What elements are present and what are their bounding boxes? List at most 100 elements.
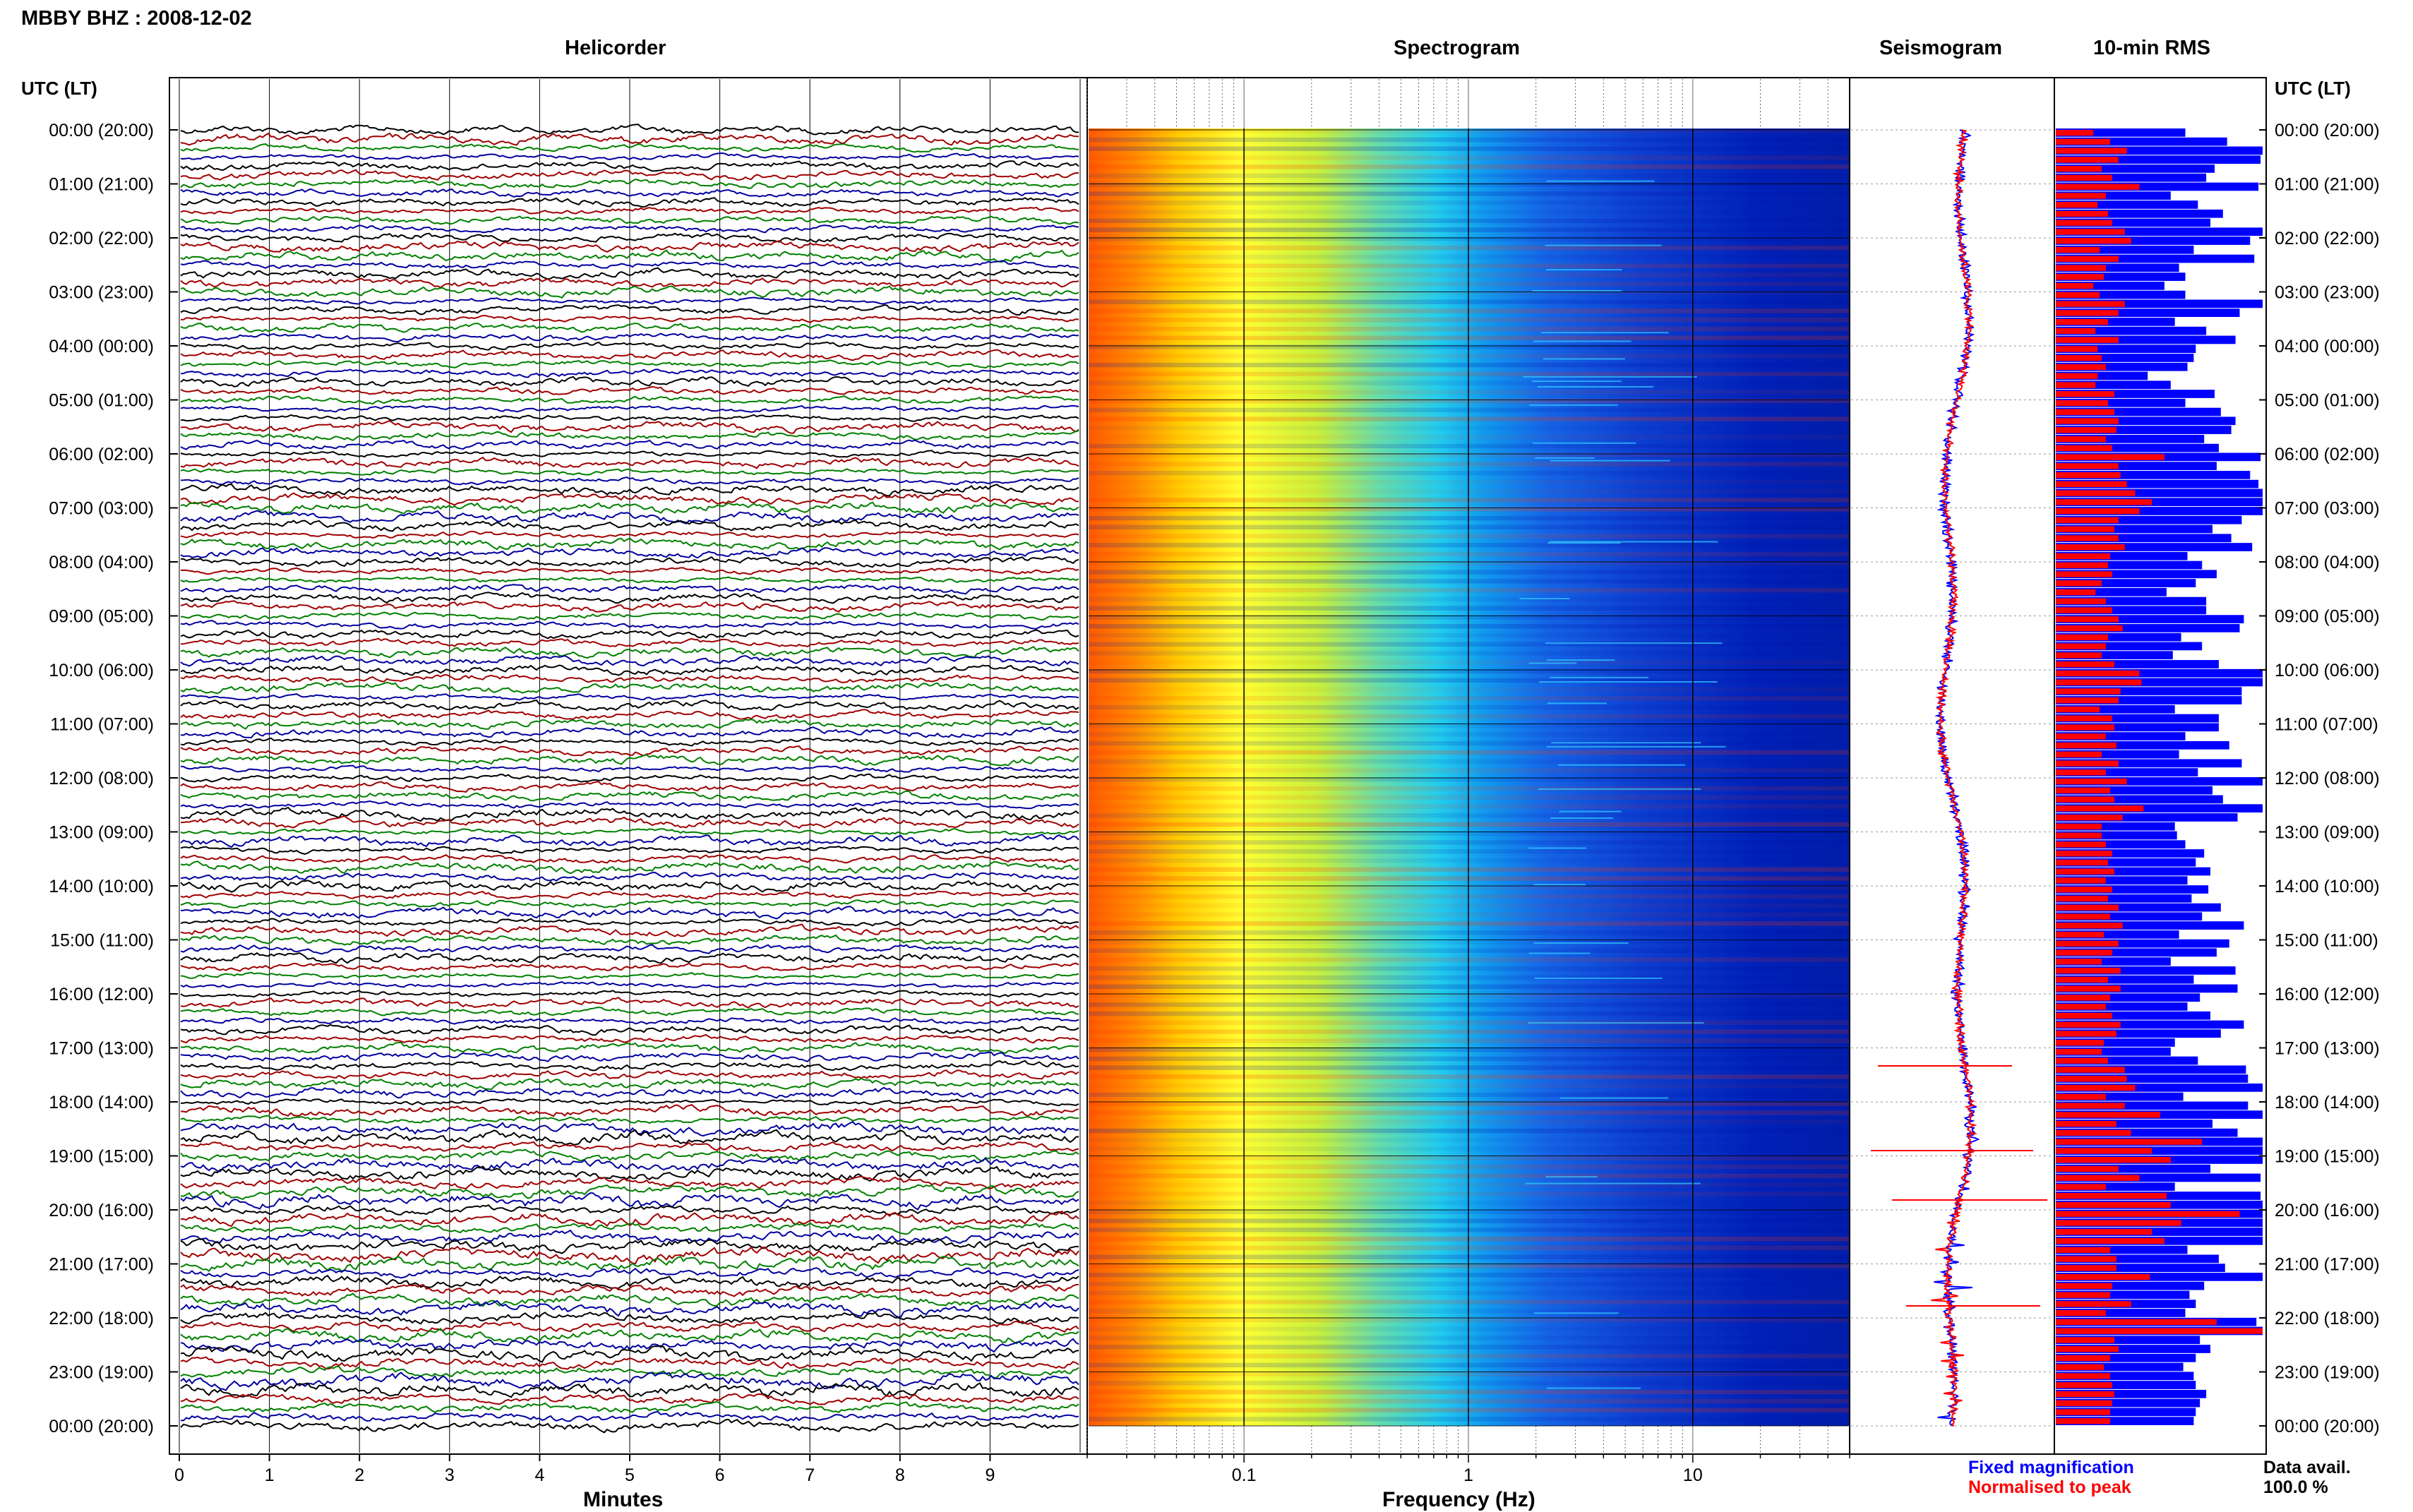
spectrogram-streak [1089, 696, 1850, 701]
seismogram-panel [1849, 77, 2055, 1455]
helicorder-trace [180, 277, 1079, 289]
rms-bar-fixed [2056, 236, 2251, 245]
rms-bar-fixed [2056, 1417, 2194, 1425]
spectrogram-tick-label: 10 [1683, 1465, 1703, 1485]
spectrogram-streak [1089, 822, 1850, 827]
rms-bar-normalised [2056, 931, 2104, 938]
rms-bar-fixed [2056, 768, 2198, 776]
rms-bar-fixed [2056, 498, 2263, 507]
rms-bar-fixed [2056, 380, 2171, 390]
rms-bar-normalised [2056, 652, 2102, 659]
time-label-left: 07:00 (03:00) [49, 499, 154, 519]
helicorder-trace [180, 1229, 1079, 1244]
spectrogram-streak [1089, 921, 1850, 926]
rms-bar-fixed [2056, 795, 2223, 804]
time-label-left: 14:00 (10:00) [49, 877, 154, 896]
spectrogram-streak [1089, 1146, 1850, 1151]
helicorder-trace [180, 1283, 1079, 1297]
rms-bar-normalised [2056, 805, 2144, 812]
rms-bar-normalised [2056, 895, 2108, 902]
rms-bar-normalised [2056, 985, 2121, 992]
helicorder-trace [180, 376, 1079, 388]
helicorder-trace [180, 547, 1079, 559]
spectrogram-streak [1089, 218, 1850, 223]
spectrogram-streak [1089, 1264, 1850, 1268]
spectrogram-streak [1089, 1182, 1850, 1187]
rms-bar-normalised [2056, 382, 2096, 388]
spectrogram-streak [1089, 975, 1850, 980]
helicorder-trace [180, 871, 1079, 882]
rms-bar-normalised [2056, 1193, 2167, 1199]
rms-bar-fixed [2056, 1029, 2221, 1038]
rms-bar-fixed [2056, 308, 2240, 318]
rms-bar-normalised [2056, 1211, 2240, 1217]
rms-bar-fixed [2056, 1281, 2205, 1290]
rms-bar-normalised [2056, 1048, 2102, 1055]
rms-bar-fixed [2056, 930, 2179, 939]
helicorder-trace [180, 880, 1079, 893]
rms-bar-fixed [2056, 714, 2219, 723]
helicorder-trace [180, 232, 1079, 244]
rms-bar-fixed [2056, 939, 2229, 948]
helicorder-trace [180, 395, 1079, 405]
rms-bar-fixed [2056, 804, 2263, 813]
helicorder-trace [180, 537, 1079, 551]
rms-bar-fixed [2056, 1056, 2198, 1065]
rms-bar-fixed [2056, 534, 2232, 543]
rms-bar-fixed [2056, 1372, 2194, 1381]
helicorder-trace [180, 1274, 1079, 1290]
rms-bar-normalised [2056, 1021, 2121, 1028]
rms-bar-normalised [2056, 769, 2106, 776]
helicorder-trace [180, 1356, 1079, 1370]
spectrogram-streak [1089, 1372, 1850, 1376]
helicorder-trace [180, 450, 1079, 458]
rms-bar-normalised [2056, 571, 2112, 577]
spectrogram-streak [1089, 560, 1850, 566]
rms-bar-normalised [2056, 1301, 2131, 1307]
helicorder-trace [180, 637, 1079, 648]
spectrogram-streak [1089, 1389, 1850, 1395]
time-label-left: 22:00 (18:00) [49, 1309, 154, 1328]
spectrogram-streak [1089, 948, 1850, 953]
rms-bar-fixed [2056, 903, 2221, 912]
rms-bar-normalised [2056, 851, 2112, 857]
rms-bar-fixed [2056, 1309, 2186, 1317]
rms-bar-normalised [2056, 625, 2123, 632]
spectrogram-streak [1089, 318, 1850, 323]
helicorder-trace [180, 349, 1079, 361]
rms-bar-normalised [2056, 580, 2102, 587]
spectrogram-streak [1089, 957, 1850, 962]
rms-bar-fixed [2056, 786, 2213, 795]
spectrogram-streak [1089, 930, 1850, 935]
spectrogram-streak [1089, 245, 1850, 251]
time-label-right: 01:00 (21:00) [2275, 175, 2380, 195]
helicorder-trace [180, 1400, 1079, 1413]
helicorder-trace [180, 1192, 1079, 1211]
rms-bar-fixed [2056, 462, 2217, 470]
spectrogram-streak [1089, 804, 1850, 809]
rms-bar-fixed [2056, 272, 2186, 281]
helicorder-trace [180, 1033, 1079, 1044]
spectrogram-streak [1089, 570, 1850, 575]
helicorder-trace [180, 1320, 1079, 1333]
rms-bar-normalised [2056, 562, 2108, 568]
spectrogram-streak [1089, 435, 1850, 440]
spectrogram-streak [1089, 903, 1850, 908]
rms-bar-normalised [2056, 841, 2106, 848]
rms-bar-normalised [2056, 832, 2102, 839]
rms-bar-normalised [2056, 318, 2108, 325]
spectrogram-streak [1089, 1245, 1850, 1251]
helicorder-trace [180, 197, 1079, 208]
rms-bar-fixed [2056, 885, 2209, 894]
spectrogram-streak [1089, 984, 1850, 989]
rms-bar-normalised [2056, 445, 2112, 451]
rms-bar-normalised [2056, 202, 2098, 208]
spectrogram-streak [1089, 660, 1850, 665]
spectrogram-streak [1089, 534, 1850, 539]
time-label-right: 06:00 (02:00) [2275, 445, 2380, 464]
rms-bars [2056, 128, 2263, 1425]
spectrogram-streak [1089, 1345, 1850, 1350]
helicorder-trace [180, 1410, 1079, 1422]
spectrogram-streak [1089, 254, 1850, 260]
rms-bar-normalised [2056, 796, 2114, 803]
